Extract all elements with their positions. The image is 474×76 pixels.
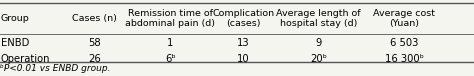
Text: 26: 26 bbox=[88, 54, 100, 64]
Text: Remission time of
abdominal pain (d): Remission time of abdominal pain (d) bbox=[125, 9, 215, 28]
Text: 16 300ᵇ: 16 300ᵇ bbox=[384, 54, 424, 64]
Text: 20ᵇ: 20ᵇ bbox=[310, 54, 327, 64]
Text: 6 503: 6 503 bbox=[390, 38, 418, 48]
Text: 58: 58 bbox=[88, 38, 100, 48]
Text: Average length of
hospital stay (d): Average length of hospital stay (d) bbox=[276, 9, 361, 28]
Text: Operation: Operation bbox=[1, 54, 50, 64]
Text: Cases (n): Cases (n) bbox=[72, 14, 117, 23]
Text: ᵇP<0.01 vs ENBD group.: ᵇP<0.01 vs ENBD group. bbox=[0, 64, 110, 73]
Text: 10: 10 bbox=[237, 54, 250, 64]
Text: Complication
(cases): Complication (cases) bbox=[212, 9, 275, 28]
Text: 9: 9 bbox=[315, 38, 321, 48]
Text: 1: 1 bbox=[167, 38, 173, 48]
Text: Average cost
(Yuan): Average cost (Yuan) bbox=[373, 9, 435, 28]
Text: 13: 13 bbox=[237, 38, 250, 48]
Text: Group: Group bbox=[1, 14, 30, 23]
Text: ENBD: ENBD bbox=[1, 38, 29, 48]
Text: 6ᵇ: 6ᵇ bbox=[165, 54, 175, 64]
